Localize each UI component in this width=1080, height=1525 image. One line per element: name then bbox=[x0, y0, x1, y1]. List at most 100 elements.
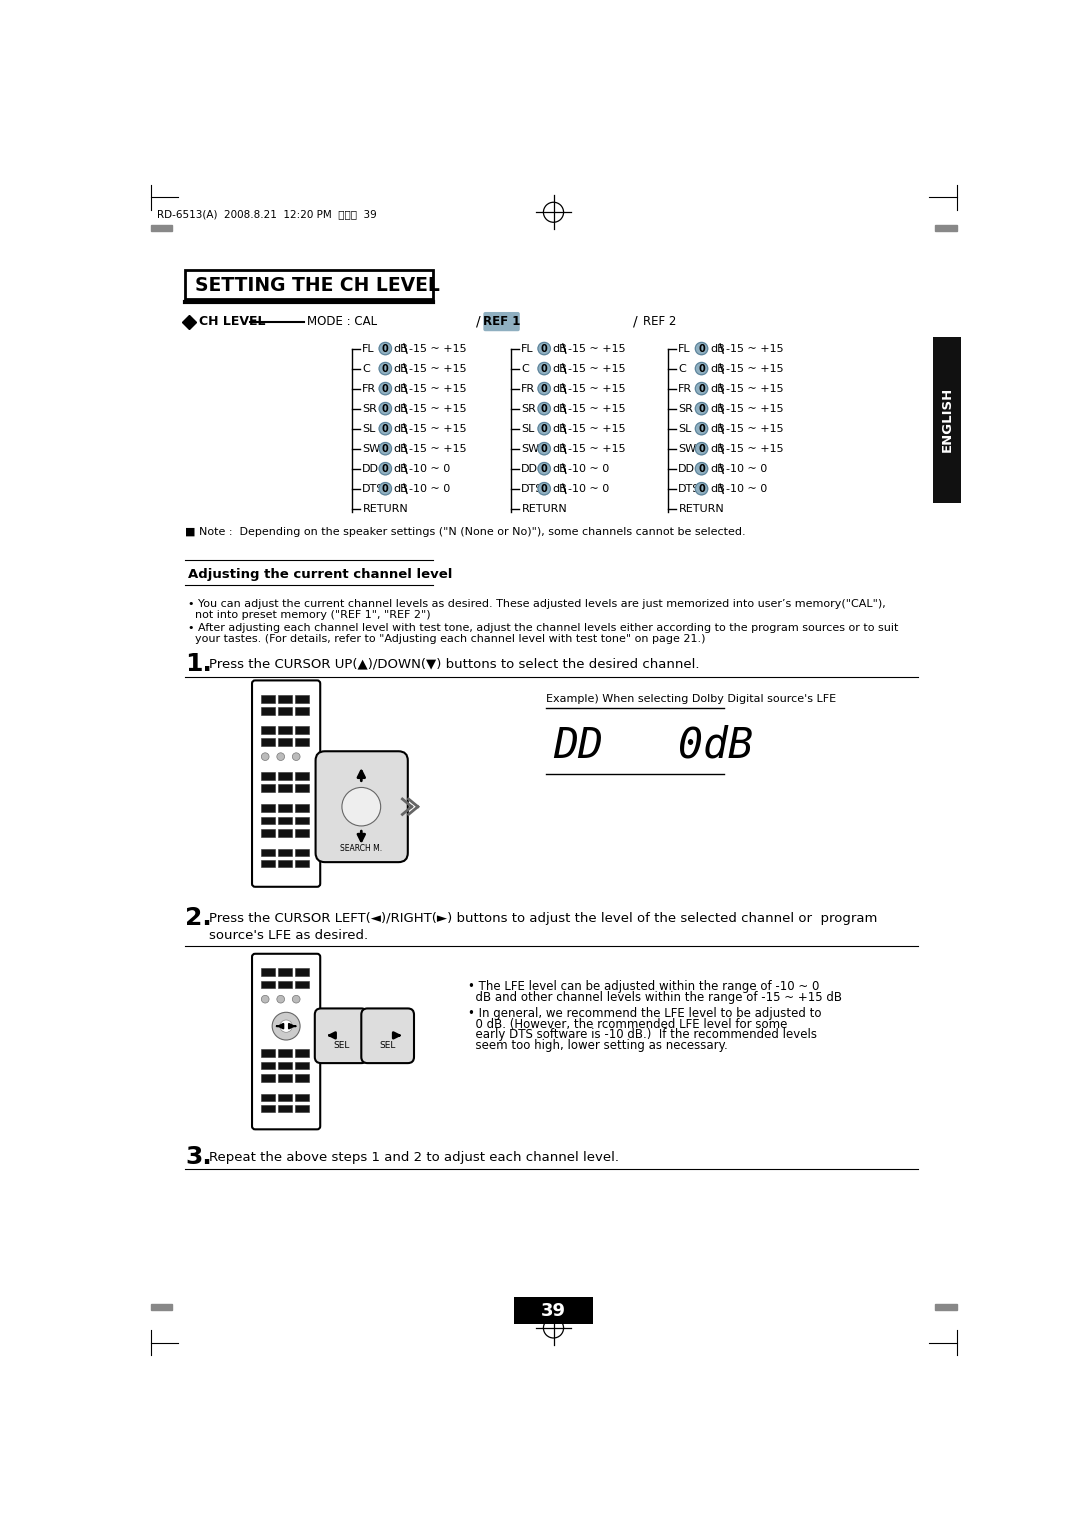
Text: /: / bbox=[633, 314, 638, 328]
Bar bbox=[279, 1093, 293, 1101]
Text: -15 ~ +15: -15 ~ +15 bbox=[568, 444, 625, 453]
Text: -15 ~ +15: -15 ~ +15 bbox=[568, 363, 625, 374]
Text: • You can adjust the current channel levels as desired. These adjusted levels ar: • You can adjust the current channel lev… bbox=[188, 599, 886, 608]
Text: SEL: SEL bbox=[333, 1042, 349, 1049]
Bar bbox=[261, 830, 275, 837]
Bar bbox=[296, 738, 309, 746]
Bar bbox=[296, 1061, 309, 1069]
Text: dB: dB bbox=[394, 363, 408, 374]
Text: • After adjusting each channel level with test tone, adjust the channel levels e: • After adjusting each channel level wit… bbox=[188, 624, 899, 633]
Bar bbox=[279, 1049, 293, 1057]
Text: • In general, we recommend the LFE level to be adjusted to: • In general, we recommend the LFE level… bbox=[469, 1006, 822, 1020]
Bar bbox=[935, 1304, 957, 1310]
Text: REF 1: REF 1 bbox=[483, 316, 521, 328]
Text: dB and other channel levels within the range of -15 ~ +15 dB: dB and other channel levels within the r… bbox=[469, 991, 842, 1003]
Text: 0 dB. (However, the rcommended LFE level for some: 0 dB. (However, the rcommended LFE level… bbox=[469, 1017, 787, 1031]
Bar bbox=[279, 695, 293, 703]
Circle shape bbox=[696, 482, 707, 494]
Bar bbox=[261, 860, 275, 866]
Text: -10 ~ 0: -10 ~ 0 bbox=[409, 483, 450, 494]
Text: 0: 0 bbox=[541, 464, 548, 474]
Circle shape bbox=[379, 383, 392, 395]
Bar bbox=[933, 337, 961, 503]
Text: dB: dB bbox=[553, 384, 567, 393]
Text: 0: 0 bbox=[541, 483, 548, 494]
FancyBboxPatch shape bbox=[484, 313, 519, 331]
Circle shape bbox=[538, 462, 551, 474]
Text: DD: DD bbox=[362, 464, 379, 474]
FancyBboxPatch shape bbox=[252, 953, 321, 1130]
Bar bbox=[261, 981, 275, 988]
Text: 39: 39 bbox=[541, 1302, 566, 1319]
Circle shape bbox=[538, 363, 551, 375]
FancyBboxPatch shape bbox=[315, 752, 408, 862]
Circle shape bbox=[538, 442, 551, 454]
Text: FR: FR bbox=[362, 384, 376, 393]
Text: 0: 0 bbox=[541, 384, 548, 393]
Bar bbox=[150, 226, 172, 230]
Text: SW: SW bbox=[521, 444, 539, 453]
Bar bbox=[279, 849, 293, 856]
Text: -15 ~ +15: -15 ~ +15 bbox=[726, 343, 783, 354]
Text: dB: dB bbox=[553, 483, 567, 494]
Text: early DTS software is -10 dB.)  If the recommended levels: early DTS software is -10 dB.) If the re… bbox=[469, 1028, 818, 1042]
Text: -15 ~ +15: -15 ~ +15 bbox=[409, 404, 467, 413]
Text: -10 ~ 0: -10 ~ 0 bbox=[568, 464, 609, 474]
Text: dB: dB bbox=[553, 404, 567, 413]
Text: C: C bbox=[521, 363, 529, 374]
Text: dB: dB bbox=[394, 444, 408, 453]
Bar bbox=[261, 968, 275, 976]
Bar bbox=[261, 1104, 275, 1112]
Text: dB: dB bbox=[710, 343, 725, 354]
Circle shape bbox=[538, 343, 551, 355]
Bar bbox=[279, 968, 293, 976]
Bar bbox=[296, 804, 309, 813]
Text: DTS: DTS bbox=[362, 483, 384, 494]
Text: 0: 0 bbox=[382, 343, 389, 354]
Text: RETURN: RETURN bbox=[363, 503, 408, 514]
Circle shape bbox=[538, 403, 551, 415]
Text: 2.: 2. bbox=[186, 906, 212, 930]
Text: 0: 0 bbox=[541, 363, 548, 374]
FancyBboxPatch shape bbox=[362, 1008, 414, 1063]
Text: DD   0dB: DD 0dB bbox=[554, 724, 754, 766]
Circle shape bbox=[280, 1020, 293, 1032]
Bar bbox=[279, 1104, 293, 1112]
Text: -10 ~ 0: -10 ~ 0 bbox=[726, 464, 767, 474]
Bar bbox=[261, 1061, 275, 1069]
Text: SW: SW bbox=[678, 444, 697, 453]
Bar bbox=[296, 981, 309, 988]
Bar bbox=[296, 726, 309, 734]
Bar bbox=[296, 968, 309, 976]
Circle shape bbox=[379, 363, 392, 375]
Text: dB: dB bbox=[394, 464, 408, 474]
Bar bbox=[296, 860, 309, 866]
Bar bbox=[279, 830, 293, 837]
Bar bbox=[279, 784, 293, 791]
Text: 0: 0 bbox=[382, 424, 389, 433]
Circle shape bbox=[696, 403, 707, 415]
Text: -15 ~ +15: -15 ~ +15 bbox=[409, 363, 467, 374]
Text: Repeat the above steps 1 and 2 to adjust each channel level.: Repeat the above steps 1 and 2 to adjust… bbox=[208, 1150, 619, 1164]
Text: -15 ~ +15: -15 ~ +15 bbox=[568, 343, 625, 354]
Bar bbox=[296, 817, 309, 825]
Text: dB: dB bbox=[553, 444, 567, 453]
Text: -15 ~ +15: -15 ~ +15 bbox=[568, 384, 625, 393]
Bar bbox=[296, 708, 309, 715]
Text: -15 ~ +15: -15 ~ +15 bbox=[726, 404, 783, 413]
Text: Adjusting the current channel level: Adjusting the current channel level bbox=[188, 567, 453, 581]
Circle shape bbox=[696, 462, 707, 474]
Text: 0: 0 bbox=[698, 404, 705, 413]
Text: seem too high, lower setting as necessary.: seem too high, lower setting as necessar… bbox=[469, 1039, 728, 1052]
Circle shape bbox=[379, 403, 392, 415]
Text: 0: 0 bbox=[698, 464, 705, 474]
Circle shape bbox=[276, 753, 284, 761]
Bar bbox=[279, 738, 293, 746]
Text: SL: SL bbox=[678, 424, 691, 433]
Text: FL: FL bbox=[521, 343, 534, 354]
Circle shape bbox=[696, 383, 707, 395]
Bar bbox=[279, 708, 293, 715]
FancyBboxPatch shape bbox=[314, 1008, 367, 1063]
Text: 0: 0 bbox=[382, 404, 389, 413]
Text: dB: dB bbox=[710, 424, 725, 433]
